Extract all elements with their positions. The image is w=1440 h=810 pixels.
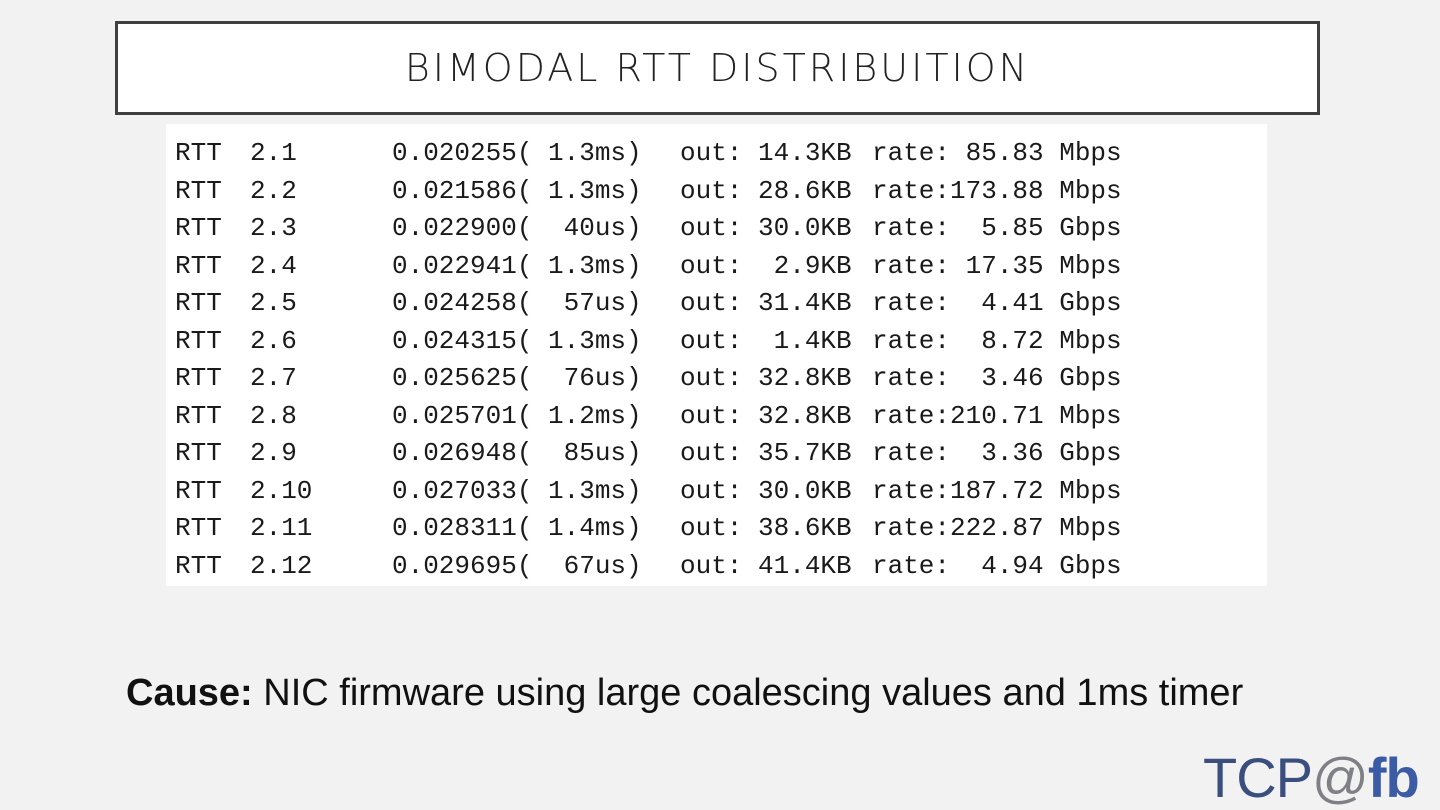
logo-fb: fb bbox=[1367, 746, 1420, 809]
logo-at: @ bbox=[1312, 746, 1369, 809]
rate-value: rate:187.72 Mbps bbox=[872, 475, 1122, 506]
rtt-id: 2.11 bbox=[250, 513, 313, 543]
label: RTT bbox=[175, 288, 222, 318]
rtt-id: 2.2 bbox=[250, 175, 297, 206]
out-value: out: 38.6KB bbox=[680, 513, 852, 543]
out-value: out: 35.7KB bbox=[680, 438, 852, 468]
rtt-id: 2.12 bbox=[250, 550, 313, 581]
label: RTT bbox=[175, 363, 222, 393]
cause-body: NIC firmware using large coalescing valu… bbox=[252, 672, 1244, 714]
out-value: out: 1.4KB bbox=[680, 325, 852, 356]
label: RTT bbox=[175, 475, 222, 506]
rtt-value: 0.021586( 1.3ms) bbox=[392, 175, 642, 206]
out-value: out: 14.3KB bbox=[680, 138, 852, 168]
out-value: out: 41.4KB bbox=[680, 550, 852, 581]
rtt-value: 0.024315( 1.3ms) bbox=[392, 325, 642, 356]
rtt-id: 2.4 bbox=[250, 250, 297, 281]
label: RTT bbox=[175, 438, 222, 468]
rtt-value: 0.022900( 40us) bbox=[392, 213, 642, 243]
out-value: out: 2.9KB bbox=[680, 250, 852, 281]
rtt-id: 2.8 bbox=[250, 400, 297, 431]
out-value: out: 28.6KB bbox=[680, 175, 852, 206]
cause-label: Cause: bbox=[126, 672, 253, 714]
rtt-value: 0.026948( 85us) bbox=[392, 438, 642, 468]
rtt-value: 0.025701( 1.2ms) bbox=[392, 400, 642, 431]
label: RTT bbox=[175, 213, 222, 243]
rtt-id: 2.7 bbox=[250, 363, 297, 393]
label: RTT bbox=[175, 175, 222, 206]
rate-value: rate: 17.35 Mbps bbox=[872, 250, 1122, 281]
label: RTT bbox=[175, 325, 222, 356]
rtt-id: 2.9 bbox=[250, 438, 297, 468]
rtt-value: 0.022941( 1.3ms) bbox=[392, 250, 642, 281]
tcp-fb-logo: TCP@fb bbox=[1203, 745, 1420, 810]
label: RTT bbox=[175, 550, 222, 581]
rtt-value: 0.028311( 1.4ms) bbox=[392, 513, 642, 543]
label: RTT bbox=[175, 400, 222, 431]
rtt-value: 0.024258( 57us) bbox=[392, 288, 642, 318]
slide-title: BIMODAL RTT DISTRIBUITION bbox=[404, 46, 1031, 90]
title-box: BIMODAL RTT DISTRIBUITION bbox=[115, 21, 1320, 115]
rtt-id: 2.6 bbox=[250, 325, 297, 356]
cause-text: Cause: NIC firmware using large coalesci… bbox=[126, 672, 1243, 715]
rate-value: rate: 3.46 Gbps bbox=[872, 363, 1122, 393]
label: RTT bbox=[175, 513, 222, 543]
label: RTT bbox=[175, 250, 222, 281]
logo-tcp: TCP bbox=[1203, 746, 1313, 809]
rate-value: rate: 85.83 Mbps bbox=[872, 138, 1122, 168]
rate-value: rate: 4.41 Gbps bbox=[872, 288, 1122, 318]
out-value: out: 30.0KB bbox=[680, 213, 852, 243]
rtt-id: 2.10 bbox=[250, 475, 313, 506]
out-value: out: 32.8KB bbox=[680, 400, 852, 431]
out-value: out: 31.4KB bbox=[680, 288, 852, 318]
rtt-value: 0.025625( 76us) bbox=[392, 363, 642, 393]
out-value: out: 30.0KB bbox=[680, 475, 852, 506]
rate-value: rate: 5.85 Gbps bbox=[872, 213, 1122, 243]
rtt-id: 2.5 bbox=[250, 288, 297, 318]
rtt-value: 0.020255( 1.3ms) bbox=[392, 138, 642, 168]
terminal-output: RTT 2.1 0.020255( 1.3ms) out: 14.3KB rate: 8… bbox=[166, 124, 1267, 586]
rtt-value: 0.029695( 67us) bbox=[392, 550, 642, 581]
label: RTT bbox=[175, 138, 222, 168]
rate-value: rate: 3.36 Gbps bbox=[872, 438, 1122, 468]
out-value: out: 32.8KB bbox=[680, 363, 852, 393]
rate-value: rate: 4.94 Gbps bbox=[872, 550, 1122, 581]
rate-value: rate:222.87 Mbps bbox=[872, 513, 1122, 543]
rtt-id: 2.1 bbox=[250, 138, 297, 168]
rate-value: rate:173.88 Mbps bbox=[872, 175, 1122, 206]
rtt-value: 0.027033( 1.3ms) bbox=[392, 475, 642, 506]
rate-value: rate: 8.72 Mbps bbox=[872, 325, 1122, 356]
rtt-id: 2.3 bbox=[250, 213, 297, 243]
rate-value: rate:210.71 Mbps bbox=[872, 400, 1122, 431]
